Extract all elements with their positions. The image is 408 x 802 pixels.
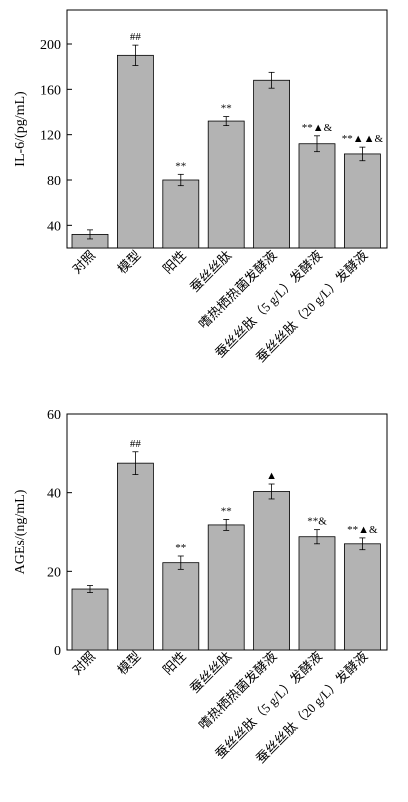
y-axis-label: IL-6/(pg/mL) [13, 91, 28, 167]
significance-mark: ** [221, 103, 232, 115]
y-tick-label: 80 [47, 174, 61, 189]
significance-mark: ** [175, 542, 186, 554]
bar [343, 153, 381, 249]
y-axis-label: AGEs/(ng/mL) [13, 489, 28, 574]
y-tick-label: 0 [54, 644, 61, 659]
bar [343, 543, 381, 651]
category-label: 模型 [115, 649, 144, 678]
y-tick-label: 160 [40, 83, 61, 98]
il6-chart: 40 80 120 160 200 IL-6/(pg/mL) 对照 ## 模型 ** 阳性 ** 蚕丝丝… [13, 9, 388, 365]
y-tick-label: 40 [47, 219, 61, 234]
category-label: 对照 [69, 248, 98, 277]
significance-mark: ## [130, 31, 142, 43]
category-label: 蚕丝丝肽 [187, 248, 234, 295]
bar [207, 524, 245, 651]
ages-chart: 0 20 40 60 AGEs/(ng/mL) 对照 ## 模型 ** 阳性 ** 蚕丝丝肽 ▲ 嗜热栖热… [13, 408, 388, 766]
bar [162, 562, 200, 651]
category-label: 阳性 [160, 248, 189, 277]
y-tick-label: 60 [47, 408, 61, 423]
category-label: 阳性 [160, 649, 189, 678]
bar [298, 536, 336, 651]
category-label: 蚕丝丝肽 [187, 649, 234, 696]
significance-mark: **▲▲& [342, 133, 384, 145]
significance-mark: **▲& [302, 122, 333, 134]
bar [117, 462, 154, 651]
y-tick-label: 120 [40, 129, 61, 144]
bar [298, 143, 336, 249]
significance-mark: **▲& [347, 524, 378, 536]
bar [117, 54, 154, 249]
significance-mark: **& [307, 516, 327, 528]
category-label: 模型 [115, 248, 144, 277]
y-tick-label: 20 [47, 565, 61, 580]
bar [207, 120, 245, 249]
significance-mark: ** [175, 160, 186, 172]
significance-mark: ## [130, 438, 142, 450]
y-tick-label: 40 [47, 487, 61, 502]
bar [253, 491, 291, 651]
significance-mark: ** [221, 505, 232, 517]
bar [162, 179, 200, 249]
y-tick-label: 200 [40, 38, 61, 53]
category-label: 对照 [69, 649, 98, 678]
bar [253, 79, 291, 249]
bar [71, 588, 109, 651]
significance-mark: ▲ [266, 470, 277, 482]
category-label: 嗜热栖热菌发酵液 [196, 248, 280, 332]
category-label: 嗜热栖热菌发酵液 [196, 649, 280, 733]
